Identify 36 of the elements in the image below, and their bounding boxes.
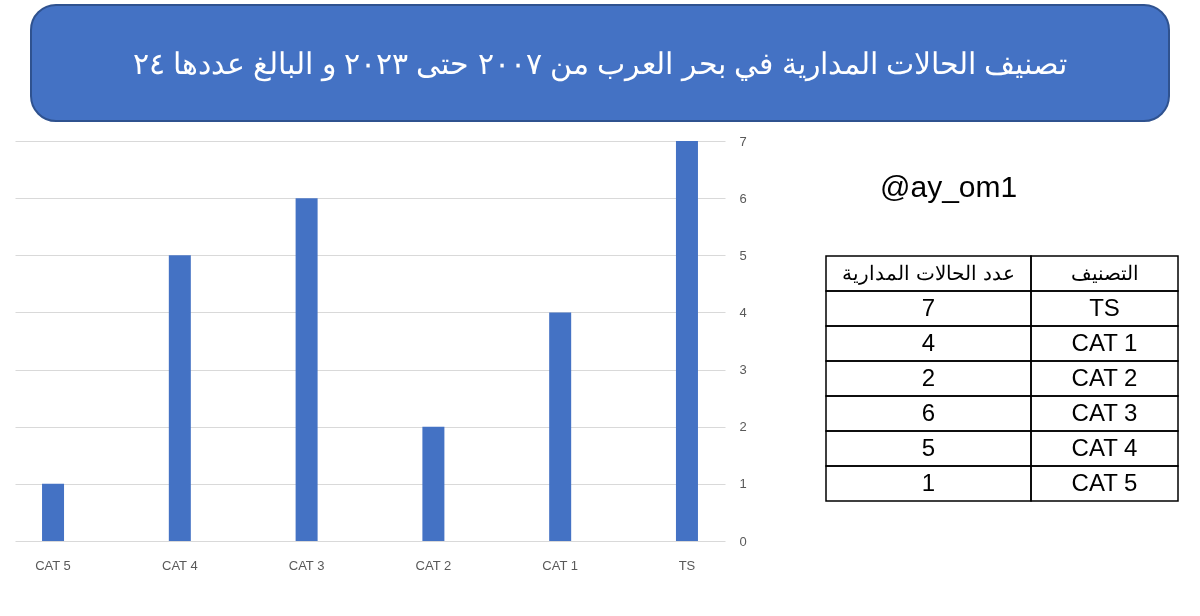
y-tick-label: 7 xyxy=(739,133,747,149)
text: 1 xyxy=(921,468,936,496)
chart-title: تصنيف الحالات المدارية في بحر العرب من ٢٠٠٧ حتى ٢٠٢٣ و البالغ عددها ٢٤ xyxy=(30,4,1170,122)
y-tick-label: 5 xyxy=(739,247,747,263)
y-tick-label: 2 xyxy=(739,419,747,435)
bar xyxy=(675,141,698,541)
y-tick-label: 6 xyxy=(739,190,747,206)
text: عدد الحالات المدارية xyxy=(842,261,1015,285)
x-tick-label: TS xyxy=(678,557,696,573)
bar xyxy=(42,483,65,541)
y-tick-label: 4 xyxy=(739,304,747,320)
x-tick-label: CAT 1 xyxy=(542,557,579,573)
bar xyxy=(422,426,445,541)
y-tick-label: 1 xyxy=(739,476,747,492)
text: 6 xyxy=(921,398,936,426)
category-label: TS xyxy=(1089,293,1120,321)
category-label: CAT 2 xyxy=(1071,363,1138,391)
text: @ay_om1 xyxy=(880,170,1018,204)
text: 5 xyxy=(921,433,936,461)
text: 4 xyxy=(921,328,936,356)
bar xyxy=(549,312,572,541)
category-label: CAT 1 xyxy=(1071,328,1138,356)
bar xyxy=(295,198,318,541)
category-label: CAT 3 xyxy=(1071,398,1138,426)
category-label: CAT 5 xyxy=(1071,468,1138,496)
text: 2 xyxy=(921,363,936,391)
category-label: CAT 4 xyxy=(1071,433,1138,461)
y-tick-label: 0 xyxy=(739,533,747,549)
y-tick-label: 3 xyxy=(739,362,747,378)
x-tick-label: CAT 3 xyxy=(288,557,325,573)
x-tick-label: CAT 2 xyxy=(415,557,452,573)
bar xyxy=(168,255,191,541)
text: 7 xyxy=(921,293,936,321)
x-tick-label: CAT 4 xyxy=(161,557,198,573)
text: التصنيف xyxy=(1070,261,1139,284)
x-tick-label: CAT 5 xyxy=(35,557,71,573)
